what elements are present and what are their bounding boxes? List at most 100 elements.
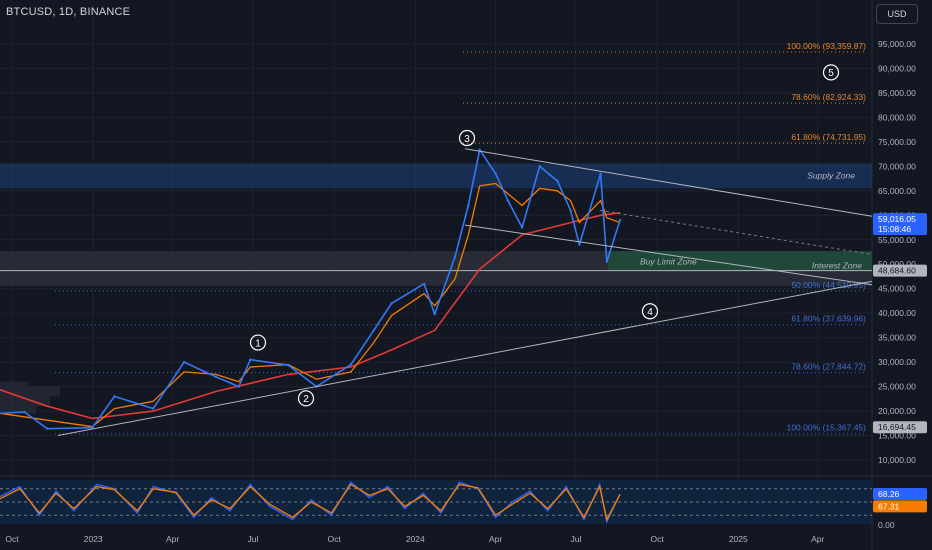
annotations: Supply Zone Buy Limit Zone Interest Zone 1 2…: [249, 64, 862, 407]
y-axis-tick: 50,000.00: [878, 259, 916, 269]
y-axis-tick: 70,000.00: [878, 161, 916, 171]
price-point: [237, 385, 241, 388]
price-point: [390, 302, 393, 305]
price-point: [113, 395, 116, 398]
y-axis-tick: 30,000.00: [878, 357, 916, 367]
y-axis-tick: 15,000.00: [878, 431, 916, 441]
price-point: [467, 204, 470, 207]
rsi-value-label: 68.26: [878, 489, 900, 499]
fib-label: 78.60% (82,924.33): [791, 92, 866, 102]
trend-lines: [57, 148, 873, 437]
price-point: [91, 426, 94, 429]
y-axis-tick: 45,000.00: [878, 284, 916, 294]
price-point: [287, 363, 290, 367]
channel-upper-line: [464, 148, 873, 217]
price-point: [569, 209, 572, 212]
y-axis-tick: 10,000.00: [878, 455, 916, 465]
y-axis-tick: 85,000.00: [878, 88, 916, 98]
price-point: [453, 255, 457, 259]
y-axis-tick: 40,000.00: [878, 308, 916, 318]
y-axis-tick: 25,000.00: [878, 382, 916, 392]
y-axis-tick: 35,000.00: [878, 333, 916, 343]
price-point: [249, 358, 252, 361]
y-axis-tick: 20,000.00: [878, 406, 916, 416]
price-point: [214, 375, 218, 378]
wave-label: 2: [303, 394, 309, 405]
volume-profile-bar: [0, 381, 28, 387]
x-axis-tick: Apr: [166, 534, 179, 544]
symbol-title: BTCUSD, 1D, BINANCE: [6, 6, 131, 18]
rsi-value-label-box: [873, 500, 927, 513]
rsi-value-label-box: [873, 487, 927, 500]
volume-profile-bar: [0, 386, 60, 397]
fib-label: 100.00% (93,359.87): [787, 41, 867, 51]
y-axis-tick: 95,000.00: [878, 39, 916, 49]
x-axis-tick: Oct: [327, 534, 341, 544]
fib-levels: 100.00% (93,359.87) 78.60% (82,924.33) 61.…: [55, 41, 867, 435]
x-axis-tick: Apr: [811, 534, 824, 544]
price-point: [46, 427, 49, 430]
price-point: [349, 363, 353, 366]
wave-label-circle: [822, 64, 840, 81]
fib-label: 100.00% (15,367.45): [787, 423, 867, 433]
rising-trendline: [57, 280, 873, 437]
price-point: [23, 410, 26, 414]
price-point: [494, 172, 497, 175]
y-axis-tick: 80,000.00: [878, 112, 916, 122]
wave-label-circle: [641, 303, 659, 320]
price-point: [599, 172, 602, 175]
price-point: [182, 360, 186, 364]
y-axis-tick: 90,000.00: [878, 63, 916, 73]
price-point: [520, 226, 524, 229]
price-point: [152, 407, 155, 410]
x-axis-tick: 2023: [84, 534, 103, 544]
interest-zone-label: Interest Zone: [812, 261, 862, 271]
x-axis-tick: 2024: [406, 534, 425, 544]
wave-label-circle: [249, 334, 267, 351]
rsi-pane: [0, 480, 872, 525]
price-point: [506, 199, 510, 202]
rsi-zero-label: 0.00: [878, 520, 895, 530]
wave-label-circle: [297, 390, 315, 407]
price-point: [433, 312, 436, 316]
wave-label: 4: [647, 307, 653, 318]
axes: 95,000.00 90,000.00 85,000.00 80,000.00 75,0…: [5, 39, 927, 544]
fib-label: 61.80% (74,731.95): [791, 132, 866, 142]
interest-price-label-box: [873, 264, 927, 277]
wave-label: 3: [464, 134, 470, 145]
rsi-value-label: 67.31: [878, 501, 900, 511]
price-point: [618, 218, 622, 222]
currency-button[interactable]: USD: [876, 4, 918, 24]
channel-lower-line: [464, 224, 873, 286]
x-axis-tick: Jul: [247, 534, 258, 544]
rsi-background: [0, 480, 872, 524]
price-point: [578, 243, 581, 246]
ema-line: [0, 182, 621, 428]
current-price-label-box: [873, 213, 927, 236]
x-axis-tick: Jul: [570, 534, 581, 544]
x-axis-tick: Oct: [5, 534, 19, 544]
y-axis-tick: 75,000.00: [878, 137, 916, 147]
rsi-line-orange: [0, 483, 621, 522]
x-axis-tick: Apr: [489, 534, 502, 544]
volume-profile-bar: [0, 406, 36, 414]
price-point: [422, 282, 426, 286]
volume-profile-bar: [0, 396, 50, 407]
price-series: [0, 148, 622, 430]
fib-label: 61.80% (37,639.96): [791, 314, 866, 324]
x-axis-tick: 2025: [729, 534, 748, 544]
fib-label: 50.00% (44,519.95): [791, 280, 866, 290]
y-axis-tick: 55,000.00: [878, 235, 916, 245]
fib-label: 78.60% (27,844.72): [791, 362, 866, 372]
price-point: [605, 260, 609, 263]
btc-price-line: [0, 148, 621, 430]
y-axis-tick: 65,000.00: [878, 186, 916, 196]
price-point: [372, 329, 376, 332]
wave-label: 1: [255, 338, 261, 349]
buy-limit-zone-label: Buy Limit Zone: [640, 256, 697, 266]
zones: [0, 163, 872, 414]
current-price-label: 59,016.05: [878, 214, 916, 224]
price-point: [478, 148, 481, 151]
